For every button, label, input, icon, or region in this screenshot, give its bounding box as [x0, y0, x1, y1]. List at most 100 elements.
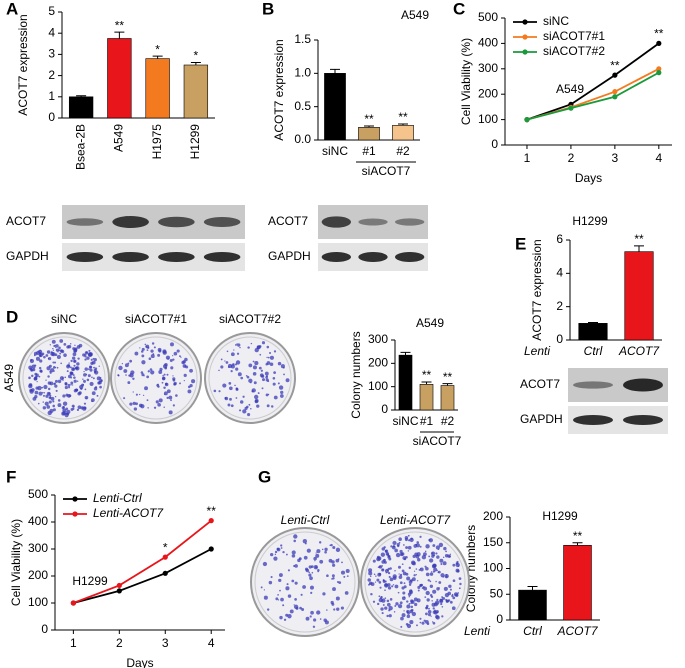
colony [213, 389, 217, 393]
colony [244, 406, 248, 410]
colony [382, 604, 385, 606]
colony [369, 575, 372, 578]
colony [429, 572, 434, 576]
colony [162, 374, 164, 377]
x-tick-label: ACOT7 [618, 344, 660, 358]
colony [422, 552, 427, 557]
colony [427, 579, 430, 582]
error-bar [400, 351, 411, 356]
dish-rim [364, 531, 466, 633]
bar [440, 385, 455, 411]
colony [442, 561, 447, 566]
colony [340, 606, 344, 610]
colony [425, 567, 429, 571]
colony [407, 611, 410, 615]
colony [191, 379, 196, 384]
colony [135, 393, 138, 396]
colony [35, 386, 39, 390]
colony [260, 586, 263, 589]
colony [172, 375, 174, 377]
colony [74, 347, 78, 351]
colony [229, 397, 232, 401]
colony [427, 613, 431, 617]
colony [438, 587, 440, 589]
colony [417, 589, 420, 592]
colony [62, 379, 64, 381]
colony [132, 401, 136, 406]
colony [75, 366, 79, 370]
colony [293, 539, 296, 543]
x-axis-label: Days [575, 171, 602, 185]
colony [48, 400, 52, 404]
y-tick-label: 2 [48, 68, 55, 82]
colony [277, 382, 280, 385]
colony [332, 587, 336, 592]
colony [69, 343, 72, 345]
colony [54, 353, 58, 357]
colony [285, 553, 288, 556]
colony [47, 387, 51, 391]
colony [49, 381, 54, 386]
colony [335, 558, 340, 563]
colony [257, 392, 260, 395]
colony [386, 614, 389, 618]
dish-label: siNC [51, 312, 77, 326]
colony [271, 405, 274, 408]
colony [308, 573, 312, 577]
colony [43, 355, 46, 359]
colony [439, 598, 443, 603]
colony [409, 620, 414, 625]
colony [70, 359, 73, 363]
colony [235, 367, 239, 371]
colony [316, 610, 321, 615]
colony [45, 379, 47, 381]
colony [424, 565, 427, 568]
colony [335, 596, 340, 601]
colony [83, 373, 87, 377]
colony [324, 550, 327, 554]
colony [153, 406, 157, 409]
bar [358, 127, 380, 141]
colony [72, 374, 75, 376]
colony [86, 356, 90, 360]
error-bar [190, 61, 201, 65]
colony [427, 610, 432, 614]
colony [161, 381, 164, 384]
colony [123, 369, 128, 373]
colony [265, 362, 269, 366]
x-tick-label: siNC [322, 144, 348, 158]
colony [413, 544, 418, 548]
colony [173, 382, 177, 386]
line [526, 71, 660, 121]
colony [140, 371, 144, 374]
colony [381, 565, 384, 567]
colony [282, 604, 285, 607]
colony [132, 391, 134, 393]
colony [266, 356, 268, 359]
blot-label: GAPDH [6, 249, 49, 263]
colony [54, 384, 58, 388]
colony [220, 358, 223, 361]
colony [187, 385, 191, 389]
colony [329, 544, 331, 547]
colony [141, 360, 146, 365]
colony [218, 369, 220, 372]
colony [338, 581, 342, 584]
colony [436, 555, 440, 559]
dish-rim [114, 336, 198, 420]
bar [419, 384, 434, 411]
colony [148, 357, 152, 361]
colony [146, 375, 150, 379]
colony [313, 618, 317, 622]
x-tick-label: 2 [568, 151, 575, 165]
significance: ** [573, 529, 583, 543]
colony [76, 362, 80, 366]
colony [403, 610, 405, 612]
colony [458, 587, 461, 590]
colony [429, 580, 432, 583]
y-tick-label: 200 [28, 568, 48, 582]
colony [400, 616, 404, 621]
colony [96, 376, 101, 381]
error-bar [76, 95, 87, 97]
colony [64, 381, 68, 385]
